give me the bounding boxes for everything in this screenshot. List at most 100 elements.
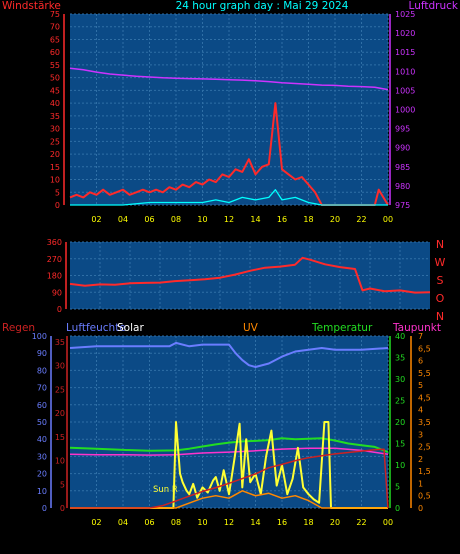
temperature-tick-label: 0 bbox=[395, 504, 400, 513]
climate-series bbox=[69, 341, 389, 509]
humidity-tick-label: 70 bbox=[37, 384, 47, 393]
rain-tick-label: 30 bbox=[55, 362, 65, 371]
hour-tick-label: 12 bbox=[224, 518, 234, 527]
rain-tick-label: 25 bbox=[55, 385, 65, 394]
pressure-tick-label: 985 bbox=[395, 163, 410, 172]
temperature-tick-label: 40 bbox=[395, 332, 405, 341]
compass-label: N bbox=[436, 238, 444, 251]
rain-tick-label: 35 bbox=[55, 338, 65, 347]
temperature-tick-label: 20 bbox=[395, 418, 405, 427]
hour-tick-label: 22 bbox=[356, 215, 366, 224]
hour-tick-label: 08 bbox=[171, 215, 181, 224]
humidity-tick-label: 60 bbox=[37, 401, 47, 410]
rain-label: Regen bbox=[2, 322, 35, 334]
uv-tick-label: 0 bbox=[418, 504, 423, 513]
compass-label: W bbox=[435, 256, 446, 269]
uv-tick-label: 5 bbox=[418, 381, 423, 390]
wind-speed-line bbox=[69, 102, 389, 206]
humidity-tick-label: 0 bbox=[42, 504, 47, 513]
wind-direction-tick-label: 270 bbox=[47, 255, 62, 264]
pressure-tick-label: 990 bbox=[395, 144, 410, 153]
humidity-tick-label: 10 bbox=[37, 487, 47, 496]
temperature-tick-label: 25 bbox=[395, 397, 405, 406]
wind-direction-line bbox=[69, 256, 431, 294]
uv-tick-label: 1,5 bbox=[418, 467, 431, 476]
wind-direction-tick-labels: 0 90 180 270 360 bbox=[47, 238, 62, 314]
hour-tick-label: 06 bbox=[144, 518, 154, 527]
humidity-tick-label: 90 bbox=[37, 349, 47, 358]
hour-tick-label: 12 bbox=[224, 215, 234, 224]
humidity-tick-label: 80 bbox=[37, 366, 47, 375]
rain-line bbox=[70, 448, 389, 509]
wind-pressure-series bbox=[69, 67, 389, 206]
uv-tick-label: 3 bbox=[418, 430, 423, 439]
uv-tick-label: 5,5 bbox=[418, 369, 431, 378]
wind-speed-tick-label: 15 bbox=[50, 163, 60, 172]
hour-tick-label: 16 bbox=[277, 215, 287, 224]
rain-tick-label: 15 bbox=[55, 433, 65, 442]
wind-speed-tick-label: 65 bbox=[50, 35, 60, 44]
humidity-tick-label: 100 bbox=[32, 332, 47, 341]
wind-speed-tick-label: 70 bbox=[50, 23, 60, 32]
hour-tick-label: 20 bbox=[330, 215, 340, 224]
hour-tick-label: 08 bbox=[171, 518, 181, 527]
uv-tick-label: 2 bbox=[418, 455, 423, 464]
uv-tick-label: 4,5 bbox=[418, 393, 431, 402]
wind-direction-grid bbox=[65, 241, 430, 310]
temperature-label: Temperatur bbox=[311, 322, 373, 334]
rain-tick-label: 0 bbox=[60, 504, 65, 513]
humidity-tick-label: 30 bbox=[37, 452, 47, 461]
hour-tick-label: 00 bbox=[383, 518, 393, 527]
solar-label: Solar bbox=[117, 322, 144, 334]
hour-tick-label: 18 bbox=[303, 518, 313, 527]
wind-speed-tick-label: 35 bbox=[50, 112, 60, 121]
compass-label: O bbox=[436, 292, 445, 305]
pressure-tick-label: 1000 bbox=[395, 106, 415, 115]
hour-tick-label: 10 bbox=[197, 215, 207, 224]
hour-tick-label: 02 bbox=[91, 518, 101, 527]
climate-tick-labels: 0102030405060708090100051015202530350510… bbox=[32, 332, 431, 527]
uv-tick-label: 4 bbox=[418, 406, 423, 415]
uv-tick-label: 0,5 bbox=[418, 492, 431, 501]
hour-tick-label: 18 bbox=[303, 215, 313, 224]
wind-speed-tick-label: 60 bbox=[50, 48, 60, 57]
compass-label: N bbox=[436, 310, 444, 323]
pressure-tick-label: 1020 bbox=[395, 29, 415, 38]
wind-speed-tick-label: 25 bbox=[50, 137, 60, 146]
wind-speed-tick-label: 20 bbox=[50, 150, 60, 159]
temperature-tick-label: 5 bbox=[395, 483, 400, 492]
uv-label: UV bbox=[243, 322, 259, 334]
wind-pressure-plot-area bbox=[70, 14, 388, 205]
pressure-tick-label: 1010 bbox=[395, 67, 415, 76]
uv-tick-label: 7 bbox=[418, 332, 423, 341]
wind-speed-tick-label: 75 bbox=[50, 10, 60, 19]
dewpoint-label: Taupunkt bbox=[392, 322, 441, 334]
wind-speed-tick-label: 0 bbox=[55, 201, 60, 210]
pressure-tick-label: 1025 bbox=[395, 10, 415, 19]
sun-rise-label: Sun R bbox=[153, 485, 178, 495]
temperature-tick-label: 35 bbox=[395, 354, 405, 363]
hour-tick-label: 06 bbox=[144, 215, 154, 224]
chart-title: 24 hour graph day : Mai 29 2024 bbox=[176, 0, 349, 12]
rain-tick-label: 20 bbox=[55, 409, 65, 418]
hour-tick-label: 04 bbox=[118, 518, 128, 527]
pressure-tick-label: 980 bbox=[395, 182, 410, 191]
wind-speed-tick-label: 50 bbox=[50, 74, 60, 83]
hour-tick-label: 20 bbox=[330, 518, 340, 527]
temperature-tick-label: 15 bbox=[395, 440, 405, 449]
dewpoint-line bbox=[69, 447, 389, 456]
pressure-tick-label: 975 bbox=[395, 201, 410, 210]
rain-tick-label: 10 bbox=[55, 457, 65, 466]
wind-speed-tick-label: 10 bbox=[50, 176, 60, 185]
temperature-line bbox=[69, 437, 389, 454]
temperature-tick-label: 30 bbox=[395, 375, 405, 384]
pressure-tick-label: 1005 bbox=[395, 86, 415, 95]
humidity-tick-label: 20 bbox=[37, 470, 47, 479]
wind-speed-axis-label: Windstärke bbox=[2, 0, 61, 12]
solar-line bbox=[70, 421, 388, 509]
humidity-tick-label: 50 bbox=[37, 418, 47, 427]
uv-tick-label: 6 bbox=[418, 357, 423, 366]
temperature-tick-label: 10 bbox=[395, 461, 405, 470]
